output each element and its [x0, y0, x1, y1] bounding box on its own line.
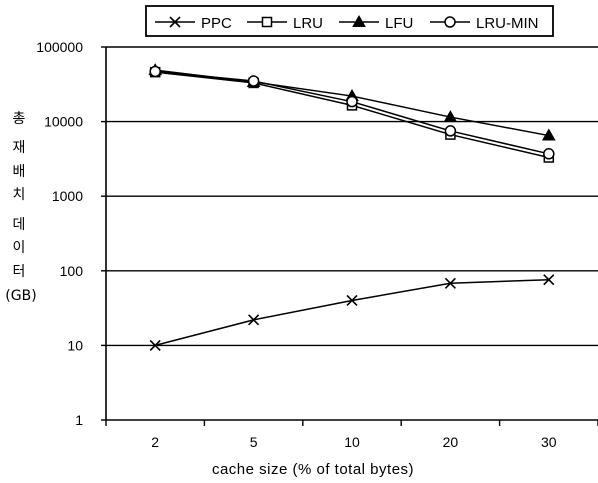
legend-item-lru-min: LRU-MIN [430, 15, 539, 32]
legend-label: LRU-MIN [476, 15, 539, 32]
y-axis-label-char: 이 [13, 240, 26, 256]
point-triangle-marker [443, 110, 458, 123]
y-tick-label: 1000 [52, 188, 83, 204]
y-axis-label-char: 치 [13, 187, 26, 203]
gridlines [106, 46, 598, 347]
legend: PPC LRU LFU LRU-MIN [145, 5, 554, 37]
x-tick-label: 2 [151, 434, 159, 450]
legend-item-lfu: LFU [339, 14, 413, 32]
x-tick-label: 30 [541, 434, 557, 450]
y-axis-label-char: 배 [13, 164, 26, 180]
y-axis-label-char: 데 [13, 217, 26, 233]
y-tick-label: 100 [60, 263, 84, 279]
point-square-marker [261, 16, 273, 28]
point-triangle-marker [352, 14, 366, 27]
point-triangle-marker [541, 128, 556, 141]
y-tick-label: 10000 [44, 114, 83, 130]
point-circle-marker [247, 75, 260, 87]
point-x-marker [444, 277, 456, 289]
series-line-lru [155, 71, 549, 159]
y-tick-labels: 100000 10000 1000 100 10 1 [36, 39, 83, 428]
y-tick-label: 10 [67, 337, 83, 353]
legend-label: LFU [385, 15, 413, 32]
point-circle-marker [346, 95, 358, 108]
point-x-marker [149, 339, 161, 351]
series-line-lru-min [155, 70, 549, 155]
legend-label: PPC [201, 15, 232, 32]
series-lru-min [149, 65, 555, 160]
y-axis-label-char: 터 [13, 264, 26, 280]
series-layer [148, 63, 556, 351]
point-circle-marker [444, 125, 457, 137]
legend-item-ppc: PPC [155, 15, 232, 32]
point-circle-marker [444, 16, 456, 28]
point-x-marker [346, 294, 358, 307]
x-axis-label: cache size (% of total bytes) [212, 461, 414, 478]
x-tick-label: 5 [250, 434, 258, 450]
point-x-marker [543, 274, 555, 286]
axes [101, 46, 598, 426]
point-x-marker [169, 16, 181, 28]
legend-label: LRU [293, 15, 323, 32]
y-axis-label-char: 총 [13, 111, 26, 127]
y-axis-label-char: 재 [13, 140, 26, 156]
point-circle-marker [543, 148, 555, 160]
legend-box [145, 5, 554, 37]
series-ppc [149, 274, 555, 351]
series-line-ppc [155, 278, 549, 347]
series-lru [149, 66, 555, 163]
x-tick-label: 20 [443, 434, 459, 450]
y-tick-label: 100000 [36, 39, 83, 55]
point-x-marker [248, 314, 260, 326]
point-circle-marker [149, 65, 161, 78]
y-axis-label-unit: (GB) [5, 288, 36, 304]
x-tick-labels: 2 5 10 20 30 [151, 434, 556, 450]
y-tick-label: 1 [75, 412, 83, 428]
legend-item-lru: LRU [247, 15, 323, 32]
x-tick-label: 10 [344, 434, 360, 450]
